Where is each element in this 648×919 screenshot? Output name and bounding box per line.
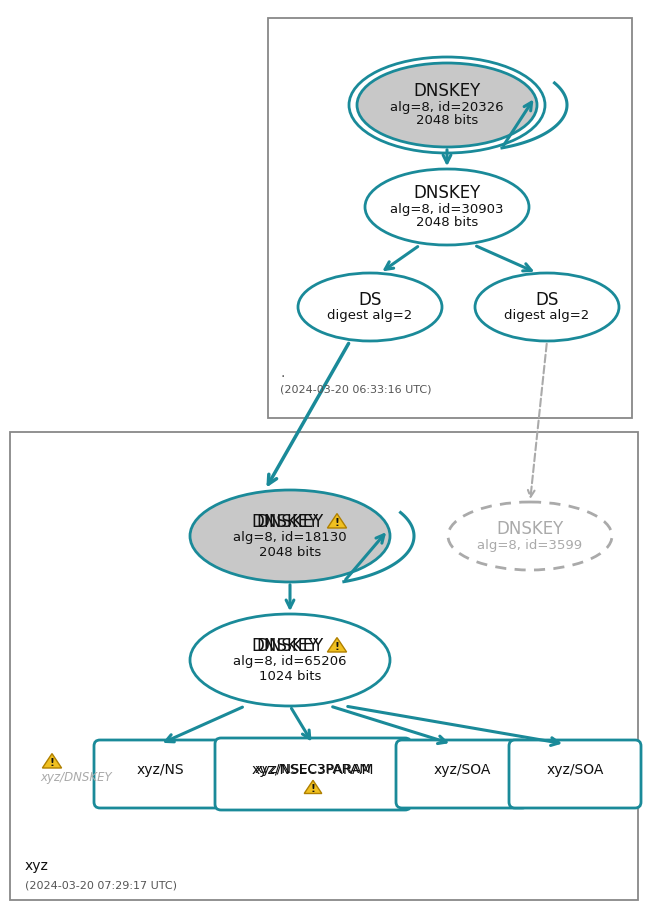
Polygon shape <box>327 514 347 528</box>
Text: alg=8, id=18130: alg=8, id=18130 <box>233 531 347 544</box>
Ellipse shape <box>357 63 537 147</box>
Text: alg=8, id=65206: alg=8, id=65206 <box>233 655 347 668</box>
Text: 1024 bits: 1024 bits <box>259 670 321 683</box>
Text: DNSKEY: DNSKEY <box>257 637 323 655</box>
Text: digest alg=2: digest alg=2 <box>504 310 590 323</box>
FancyBboxPatch shape <box>94 740 226 808</box>
Text: 2048 bits: 2048 bits <box>259 546 321 559</box>
Text: xyz/SOA: xyz/SOA <box>546 763 604 777</box>
Text: DNSKEY: DNSKEY <box>496 520 564 538</box>
Ellipse shape <box>448 502 612 570</box>
Text: digest alg=2: digest alg=2 <box>327 310 413 323</box>
Text: (2024-03-20 07:29:17 UTC): (2024-03-20 07:29:17 UTC) <box>25 880 177 890</box>
Polygon shape <box>327 638 347 652</box>
Text: DNSKEY: DNSKEY <box>413 82 481 100</box>
Text: xyz/SOA: xyz/SOA <box>434 763 491 777</box>
FancyBboxPatch shape <box>509 740 641 808</box>
Text: !: ! <box>334 642 340 652</box>
Polygon shape <box>304 780 322 793</box>
Text: .: . <box>280 366 284 380</box>
Text: alg=8, id=20326: alg=8, id=20326 <box>390 100 503 114</box>
Text: !: ! <box>49 758 54 768</box>
Text: xyz/NSEC3PARAM: xyz/NSEC3PARAM <box>255 763 371 776</box>
FancyBboxPatch shape <box>215 738 411 810</box>
Text: DNSKEY: DNSKEY <box>413 184 481 202</box>
Text: alg=8, id=3599: alg=8, id=3599 <box>478 539 583 551</box>
Text: xyz: xyz <box>25 859 49 873</box>
Text: xyz/NS: xyz/NS <box>136 763 184 777</box>
Text: DNSKEY: DNSKEY <box>251 513 319 531</box>
Text: DNSKEY: DNSKEY <box>257 513 323 531</box>
FancyBboxPatch shape <box>396 740 528 808</box>
Text: DNSKEY: DNSKEY <box>251 637 319 655</box>
Bar <box>10 432 638 900</box>
Text: xyz/NSEC3PARAM: xyz/NSEC3PARAM <box>252 763 375 777</box>
Ellipse shape <box>190 614 390 706</box>
Text: alg=8, id=30903: alg=8, id=30903 <box>390 202 503 215</box>
Text: (2024-03-20 06:33:16 UTC): (2024-03-20 06:33:16 UTC) <box>280 385 432 395</box>
Ellipse shape <box>298 273 442 341</box>
Ellipse shape <box>475 273 619 341</box>
Text: DS: DS <box>535 291 559 309</box>
Text: !: ! <box>334 518 340 528</box>
Text: !: ! <box>310 784 316 794</box>
Text: DS: DS <box>358 291 382 309</box>
Text: xyz/DNSKEY: xyz/DNSKEY <box>40 771 112 785</box>
Bar <box>268 18 632 418</box>
Ellipse shape <box>365 169 529 245</box>
Text: 2048 bits: 2048 bits <box>416 115 478 128</box>
Ellipse shape <box>190 490 390 582</box>
Polygon shape <box>42 754 62 768</box>
Text: 2048 bits: 2048 bits <box>416 217 478 230</box>
